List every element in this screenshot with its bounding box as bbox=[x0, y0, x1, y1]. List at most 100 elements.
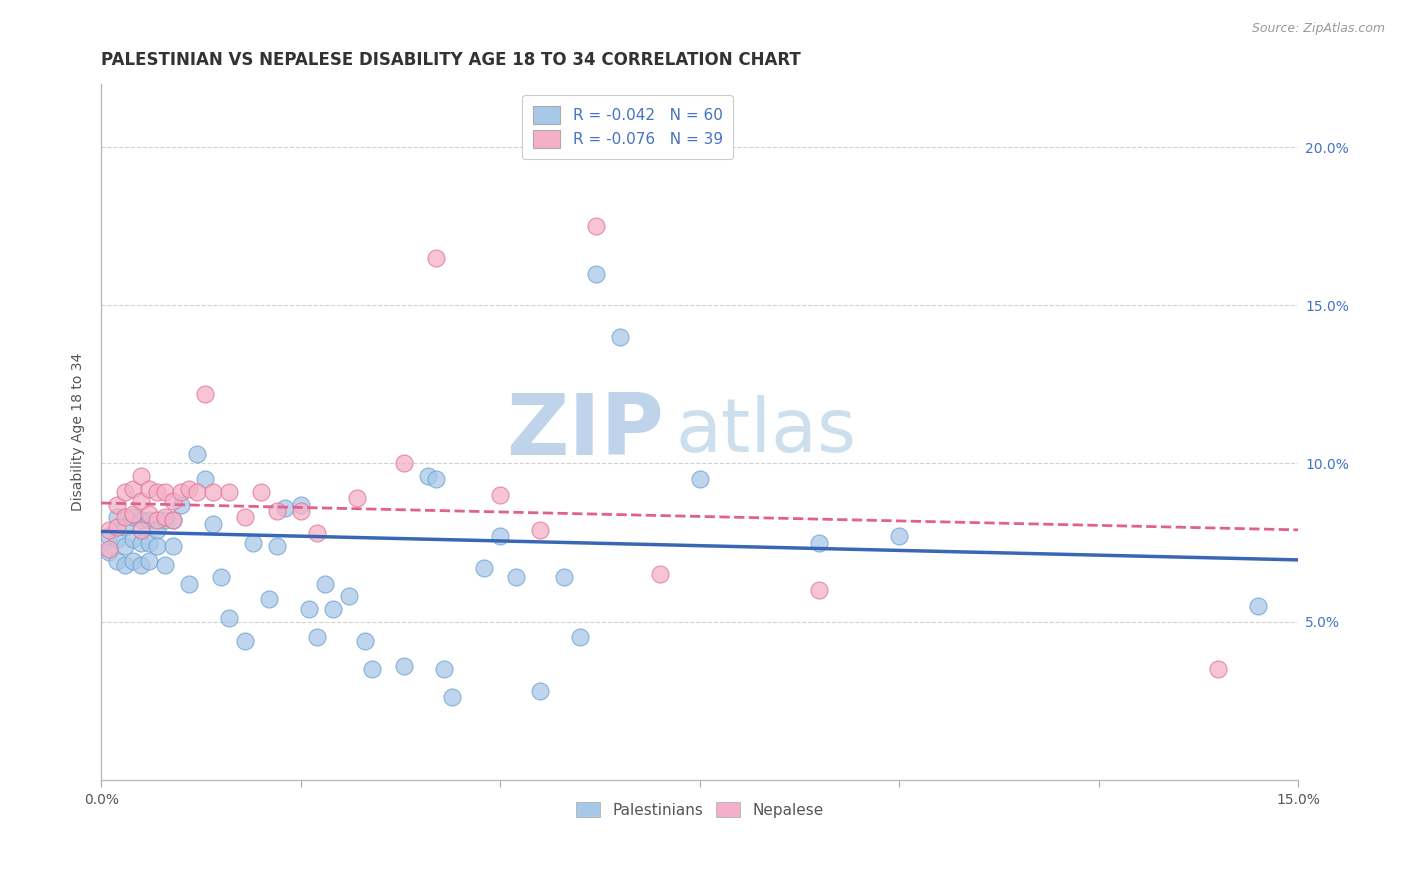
Point bbox=[153, 558, 176, 572]
Point bbox=[274, 500, 297, 515]
Text: atlas: atlas bbox=[676, 395, 856, 468]
Point bbox=[129, 513, 152, 527]
Point bbox=[194, 387, 217, 401]
Point bbox=[98, 523, 121, 537]
Point bbox=[218, 484, 240, 499]
Point bbox=[425, 472, 447, 486]
Point bbox=[114, 539, 136, 553]
Point bbox=[489, 529, 512, 543]
Point bbox=[1206, 662, 1229, 676]
Point bbox=[170, 498, 193, 512]
Point bbox=[105, 519, 128, 533]
Point bbox=[585, 267, 607, 281]
Point bbox=[585, 219, 607, 234]
Point bbox=[162, 539, 184, 553]
Point bbox=[305, 526, 328, 541]
Point bbox=[162, 513, 184, 527]
Point bbox=[114, 510, 136, 524]
Point bbox=[153, 510, 176, 524]
Point bbox=[170, 484, 193, 499]
Point bbox=[689, 472, 711, 486]
Point bbox=[138, 513, 160, 527]
Point bbox=[1247, 599, 1270, 613]
Point bbox=[98, 529, 121, 543]
Point bbox=[146, 484, 169, 499]
Point bbox=[177, 576, 200, 591]
Point bbox=[233, 633, 256, 648]
Point bbox=[808, 535, 831, 549]
Point bbox=[122, 554, 145, 568]
Point bbox=[337, 589, 360, 603]
Point bbox=[298, 602, 321, 616]
Point bbox=[314, 576, 336, 591]
Point bbox=[553, 570, 575, 584]
Point bbox=[266, 504, 288, 518]
Point bbox=[887, 529, 910, 543]
Text: Source: ZipAtlas.com: Source: ZipAtlas.com bbox=[1251, 22, 1385, 36]
Point bbox=[242, 535, 264, 549]
Point bbox=[418, 469, 440, 483]
Point bbox=[162, 494, 184, 508]
Point bbox=[305, 631, 328, 645]
Point bbox=[441, 690, 464, 705]
Point bbox=[162, 513, 184, 527]
Point bbox=[568, 631, 591, 645]
Point bbox=[472, 561, 495, 575]
Point bbox=[322, 602, 344, 616]
Point bbox=[122, 507, 145, 521]
Text: ZIP: ZIP bbox=[506, 391, 664, 474]
Point bbox=[129, 494, 152, 508]
Text: PALESTINIAN VS NEPALESE DISABILITY AGE 18 TO 34 CORRELATION CHART: PALESTINIAN VS NEPALESE DISABILITY AGE 1… bbox=[101, 51, 801, 69]
Point bbox=[201, 484, 224, 499]
Point bbox=[194, 472, 217, 486]
Point bbox=[201, 516, 224, 531]
Legend: Palestinians, Nepalese: Palestinians, Nepalese bbox=[569, 797, 830, 824]
Point bbox=[186, 484, 208, 499]
Point bbox=[122, 533, 145, 547]
Point bbox=[122, 482, 145, 496]
Point bbox=[138, 507, 160, 521]
Point bbox=[489, 488, 512, 502]
Point bbox=[146, 513, 169, 527]
Point bbox=[648, 567, 671, 582]
Point bbox=[361, 662, 384, 676]
Point bbox=[233, 510, 256, 524]
Point bbox=[114, 558, 136, 572]
Point bbox=[105, 533, 128, 547]
Point bbox=[209, 570, 232, 584]
Point bbox=[218, 611, 240, 625]
Point bbox=[433, 662, 456, 676]
Point bbox=[114, 484, 136, 499]
Point bbox=[394, 658, 416, 673]
Point bbox=[353, 633, 375, 648]
Point bbox=[138, 554, 160, 568]
Point bbox=[138, 482, 160, 496]
Point bbox=[122, 510, 145, 524]
Point bbox=[146, 539, 169, 553]
Point bbox=[114, 519, 136, 533]
Point bbox=[290, 504, 312, 518]
Point bbox=[346, 491, 368, 506]
Point bbox=[505, 570, 527, 584]
Point bbox=[177, 482, 200, 496]
Point bbox=[138, 535, 160, 549]
Point bbox=[186, 447, 208, 461]
Point bbox=[105, 510, 128, 524]
Point bbox=[105, 554, 128, 568]
Point bbox=[105, 498, 128, 512]
Point bbox=[257, 592, 280, 607]
Point bbox=[98, 541, 121, 556]
Point bbox=[129, 469, 152, 483]
Point bbox=[394, 457, 416, 471]
Point bbox=[266, 539, 288, 553]
Point bbox=[249, 484, 271, 499]
Point bbox=[129, 523, 152, 537]
Point bbox=[529, 684, 551, 698]
Point bbox=[129, 535, 152, 549]
Point bbox=[153, 484, 176, 499]
Point bbox=[146, 523, 169, 537]
Point bbox=[290, 498, 312, 512]
Point bbox=[153, 513, 176, 527]
Point bbox=[808, 582, 831, 597]
Y-axis label: Disability Age 18 to 34: Disability Age 18 to 34 bbox=[72, 352, 86, 511]
